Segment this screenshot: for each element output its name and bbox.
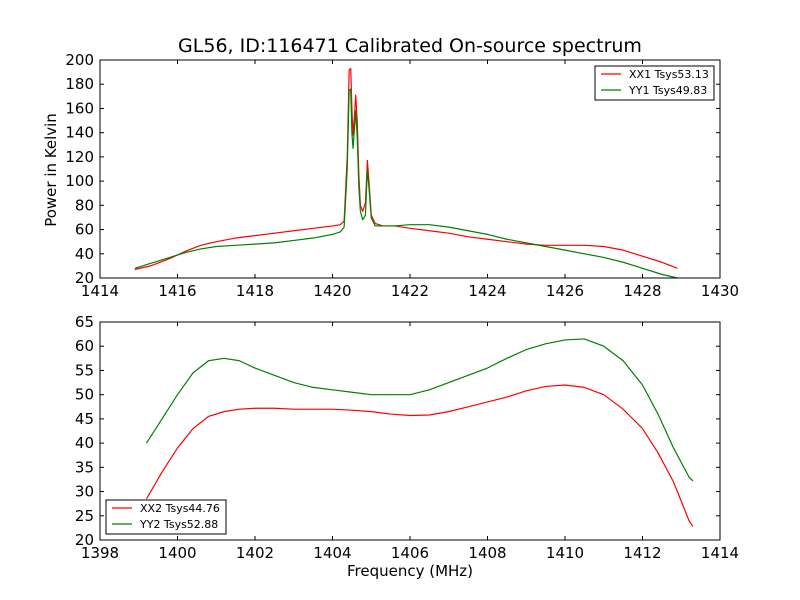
bottom-x-tick-label: 1404 — [313, 544, 351, 562]
top-y-tick-label: 180 — [65, 75, 94, 93]
bottom-y-tick-label: 55 — [75, 361, 94, 379]
bottom-y-tick-label: 20 — [75, 531, 94, 549]
bottom-legend-label-yy2: YY2 Tsys52.88 — [139, 518, 218, 531]
top-x-tick-label: 1426 — [546, 282, 584, 300]
top-x-tick-label: 1420 — [313, 282, 351, 300]
bottom-legend: XX2 Tsys44.76 YY2 Tsys52.88 — [105, 499, 227, 535]
bottom-y-tick-label: 25 — [75, 507, 94, 525]
bottom-x-tick-label: 1406 — [391, 544, 429, 562]
top-y-tick-label: 120 — [65, 148, 94, 166]
bottom-ticks: 1398 1400 1402 1404 1406 1408 1410 1412 1414 20 25… — [75, 313, 739, 562]
bottom-y-tick-label: 40 — [75, 434, 94, 452]
bottom-legend-box — [105, 499, 227, 535]
bottom-y-tick-label: 50 — [75, 386, 94, 404]
bottom-y-tick-label: 45 — [75, 410, 94, 428]
top-y-tick-label: 80 — [75, 196, 94, 214]
top-x-tick-label: 1424 — [468, 282, 506, 300]
top-x-tick-label: 1416 — [158, 282, 196, 300]
top-y-tick-label: 200 — [65, 51, 94, 69]
bottom-x-tick-label: 1414 — [701, 544, 739, 562]
bottom-x-tick-label: 1398 — [81, 544, 119, 562]
top-legend-label-yy1: YY1 Tsys49.83 — [628, 84, 707, 97]
bottom-x-tick-label: 1400 — [158, 544, 196, 562]
top-y-axis-label: Power in Kelvin — [42, 113, 60, 227]
top-series — [134, 67, 678, 279]
bottom-series-line-1 — [145, 338, 694, 482]
top-x-tick-label: 1414 — [81, 282, 119, 300]
bottom-y-tick-label: 60 — [75, 337, 94, 355]
bottom-x-tick-label: 1402 — [236, 544, 274, 562]
top-y-tick-label: 20 — [75, 269, 94, 287]
bottom-x-tick-label: 1408 — [468, 544, 506, 562]
bottom-plot: Frequency (MHz) 1398 1400 1402 1404 1406 1408… — [75, 313, 739, 580]
top-x-tick-label: 1428 — [623, 282, 661, 300]
bottom-plot-frame — [99, 321, 721, 541]
top-plot: GL56, ID:116471 Calibrated On-source spe… — [42, 35, 739, 300]
bottom-series-line-0 — [145, 384, 694, 527]
bottom-y-tick-label: 30 — [75, 483, 94, 501]
top-legend-label-xx1: XX1 Tsys53.13 — [629, 68, 709, 81]
top-x-tick-label: 1418 — [236, 282, 274, 300]
bottom-series — [145, 338, 694, 527]
top-y-tick-label: 100 — [65, 172, 94, 190]
bottom-y-tick-label: 35 — [75, 458, 94, 476]
top-ticks: 1414 1416 1418 1420 1422 1424 1426 1428 1430 20 40… — [65, 51, 739, 300]
top-y-tick-label: 40 — [75, 245, 94, 263]
top-plot-frame — [99, 59, 721, 279]
top-y-tick-label: 60 — [75, 221, 94, 239]
bottom-x-axis-label: Frequency (MHz) — [347, 562, 473, 580]
bottom-y-tick-label: 65 — [75, 313, 94, 331]
top-chart-title: GL56, ID:116471 Calibrated On-source spe… — [178, 35, 642, 57]
top-legend: XX1 Tsys53.13 YY1 Tsys49.83 — [594, 65, 715, 101]
top-x-tick-label: 1430 — [701, 282, 739, 300]
top-legend-box — [594, 65, 715, 101]
bottom-x-tick-label: 1412 — [623, 544, 661, 562]
bottom-legend-label-xx2: XX2 Tsys44.76 — [140, 502, 220, 515]
top-y-tick-label: 140 — [65, 124, 94, 142]
top-x-tick-label: 1422 — [391, 282, 429, 300]
top-series-line-1 — [134, 88, 678, 279]
bottom-x-tick-label: 1410 — [546, 544, 584, 562]
top-y-tick-label: 160 — [65, 99, 94, 117]
